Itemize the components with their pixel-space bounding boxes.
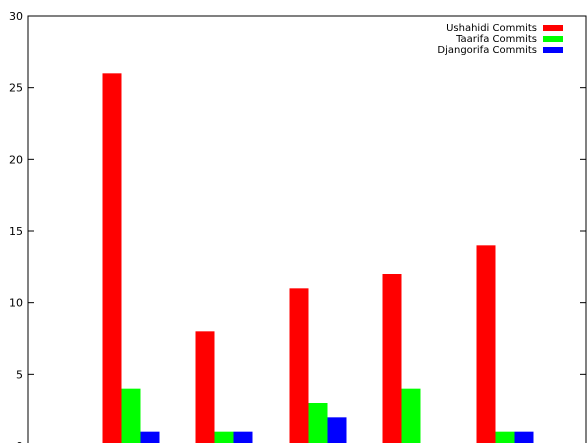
- bar-0-1: [195, 331, 215, 443]
- bar-2-0: [140, 431, 160, 443]
- legend-label-0: Ushahidi Commits: [446, 23, 537, 34]
- legend-swatch-1: [543, 36, 563, 42]
- bar-2-1: [233, 431, 253, 443]
- y-tick-label: 25: [9, 82, 23, 95]
- bar-1-4: [495, 431, 515, 443]
- y-tick-label: 10: [9, 297, 23, 310]
- y-tick-label: 20: [9, 153, 23, 166]
- legend-label-2: Djangorifa Commits: [437, 45, 537, 56]
- bar-1-0: [121, 388, 141, 443]
- bar-2-2: [327, 417, 347, 443]
- bar-1-2: [308, 403, 328, 443]
- bar-0-3: [382, 274, 402, 443]
- y-tick-label: 5: [16, 368, 23, 381]
- y-tick-label: 15: [9, 225, 23, 238]
- legend-swatch-2: [543, 47, 563, 53]
- y-tick-label: 30: [9, 10, 23, 23]
- legend-swatch-0: [543, 25, 563, 31]
- bar-0-0: [102, 73, 122, 443]
- bar-0-2: [289, 288, 309, 443]
- bar-2-4: [514, 431, 534, 443]
- bar-1-3: [401, 388, 421, 443]
- bar-series: [102, 73, 534, 443]
- legend-label-1: Taarifa Commits: [455, 34, 537, 45]
- y-tick-label: 0: [16, 440, 23, 443]
- bar-0-4: [476, 245, 496, 443]
- bar-1-1: [214, 431, 234, 443]
- y-axis-ticks: 0 5 10 15 20 25 30: [9, 10, 586, 443]
